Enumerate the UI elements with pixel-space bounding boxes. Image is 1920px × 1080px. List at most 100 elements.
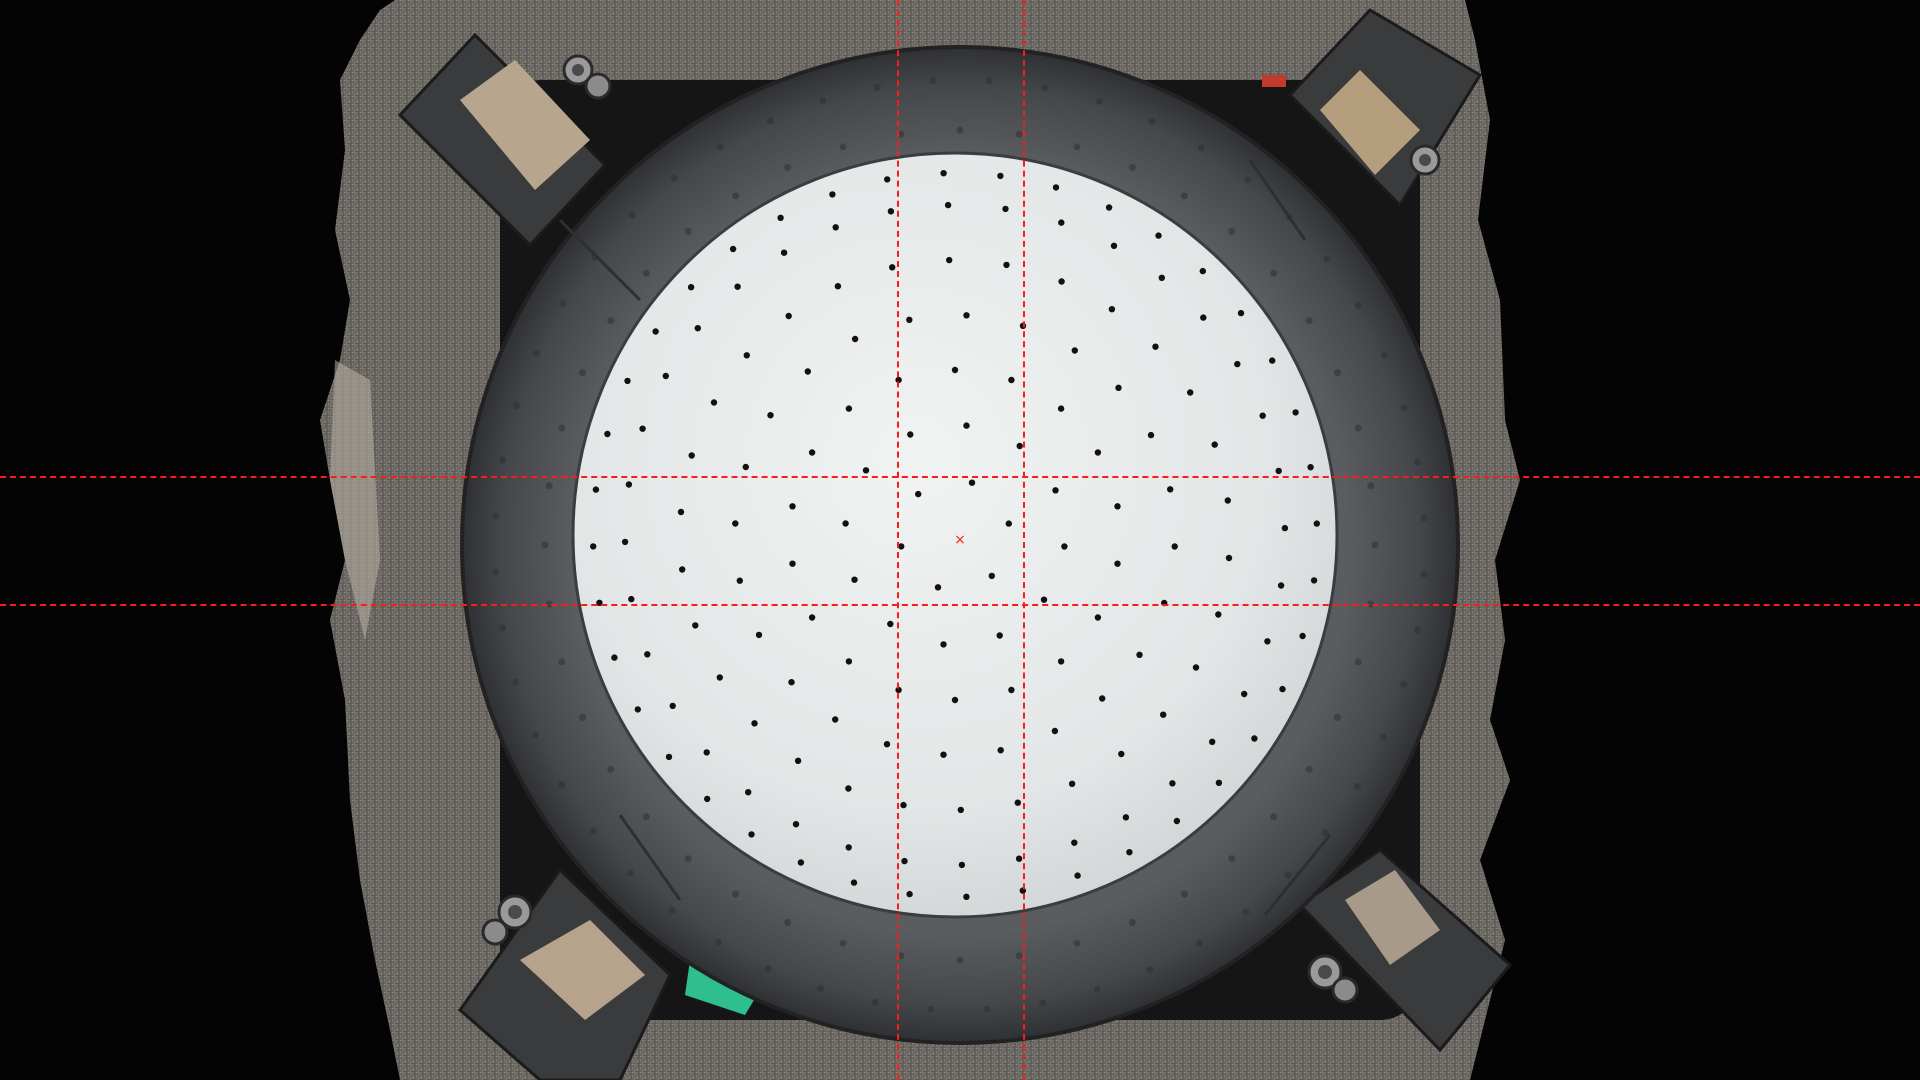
wafer-dot — [716, 674, 723, 681]
wafer-dot — [988, 572, 995, 580]
ring-mark — [558, 424, 566, 432]
wafer-dot — [1114, 560, 1121, 567]
ring-mark — [1015, 952, 1023, 960]
ring-mark — [817, 985, 825, 993]
wafer-dot — [1074, 872, 1081, 879]
wafer-dot — [1171, 543, 1178, 550]
wafer-dot — [997, 747, 1004, 754]
ring-mark — [732, 192, 740, 200]
wafer-dot — [592, 486, 600, 493]
wafer-dot — [748, 831, 755, 838]
ring-mark — [1400, 680, 1408, 688]
ring-mark — [512, 678, 520, 686]
wafer-dot — [1237, 309, 1245, 317]
wafer-dot — [845, 405, 853, 412]
ring-mark — [1420, 514, 1428, 522]
wafer-dot — [845, 658, 853, 665]
clamp-top-left — [397, 32, 612, 248]
wafer-dot — [792, 821, 800, 828]
wafer-dot — [729, 245, 737, 253]
wafer-dot — [1281, 524, 1289, 532]
wafer-dot — [934, 584, 942, 591]
wafer-dot — [940, 170, 947, 177]
wafer-dot — [789, 560, 796, 567]
ring-mark — [684, 227, 692, 235]
ring-mark — [716, 143, 724, 150]
wafer-dot — [1307, 464, 1314, 471]
ring-mark — [545, 600, 553, 608]
wafer-dot — [624, 377, 631, 385]
wafer-dot — [895, 376, 902, 384]
ring-mark — [492, 568, 500, 576]
ring-mark — [897, 952, 905, 960]
wafer-dot — [780, 249, 788, 256]
wafer-dot — [625, 481, 633, 488]
ring-mark — [532, 731, 539, 739]
wafer-dot — [1269, 357, 1276, 364]
wafer-dot — [743, 352, 750, 359]
wafer-dot — [755, 631, 763, 639]
wafer-dot — [1147, 431, 1155, 439]
ring-mark — [512, 402, 520, 410]
wafer-dot — [1158, 274, 1166, 281]
ring-mark — [784, 919, 792, 926]
clamp-top-right — [1262, 8, 1483, 208]
ring-mark — [766, 117, 774, 124]
wafer-dot — [1209, 738, 1216, 745]
wafer-dot-pattern — [590, 170, 1321, 900]
ring-mark — [1180, 890, 1188, 898]
ring-mark — [927, 1005, 935, 1013]
ring-mark — [684, 855, 692, 863]
wafer-dot — [944, 201, 952, 209]
wafer-dot — [1058, 219, 1065, 226]
ring-mark — [1413, 626, 1421, 634]
ring-mark — [732, 890, 740, 898]
ring-mark — [492, 512, 500, 520]
ring-mark — [1367, 600, 1375, 608]
wafer-dot — [1008, 376, 1015, 384]
wafer-dot — [842, 520, 849, 527]
ring-mark — [1381, 351, 1388, 359]
wafer-dot — [963, 422, 970, 429]
wafer-dot — [1114, 503, 1121, 510]
wafer-dot — [1152, 343, 1159, 350]
ring-mark — [607, 765, 615, 773]
ring-mark — [1286, 213, 1294, 221]
ring-mark — [1093, 985, 1101, 993]
wafer-dot — [1251, 735, 1258, 742]
ring-mark — [929, 77, 937, 85]
wafer-dot — [1215, 611, 1222, 618]
wafer-dot — [1264, 638, 1271, 645]
ring-mark — [839, 143, 847, 151]
wafer-dot — [634, 706, 641, 713]
ring-mark — [1228, 227, 1236, 235]
wafer-dot — [1099, 695, 1106, 702]
ring-mark — [1355, 301, 1362, 309]
wafer-dot — [677, 508, 685, 516]
wafer-dot — [788, 679, 795, 686]
wafer-dot — [669, 702, 676, 710]
wafer-dot — [884, 176, 891, 183]
wafer-dot — [1279, 685, 1286, 693]
wafer-dot — [665, 753, 673, 761]
wafer-dot — [1136, 651, 1143, 658]
wafer-dot — [1224, 497, 1232, 504]
wafer-dot — [1225, 554, 1233, 562]
ring-mark — [1380, 733, 1388, 741]
wafer-dot — [906, 890, 913, 898]
wafer-dot — [1005, 520, 1012, 527]
ring-mark — [784, 164, 792, 171]
ring-mark — [897, 130, 905, 138]
wafer-dot — [940, 751, 947, 758]
ring-mark — [1354, 424, 1362, 432]
wafer-dot — [1161, 599, 1168, 607]
wafer-dot — [963, 893, 970, 900]
wafer-dot — [596, 599, 603, 606]
wafer-dot — [1015, 855, 1023, 862]
wafer-dot — [1122, 814, 1130, 821]
clamp-bottom-right — [1297, 848, 1513, 1053]
ring-mark — [1270, 813, 1278, 821]
wafer-dot — [1192, 664, 1200, 671]
ring-mark — [670, 174, 678, 182]
